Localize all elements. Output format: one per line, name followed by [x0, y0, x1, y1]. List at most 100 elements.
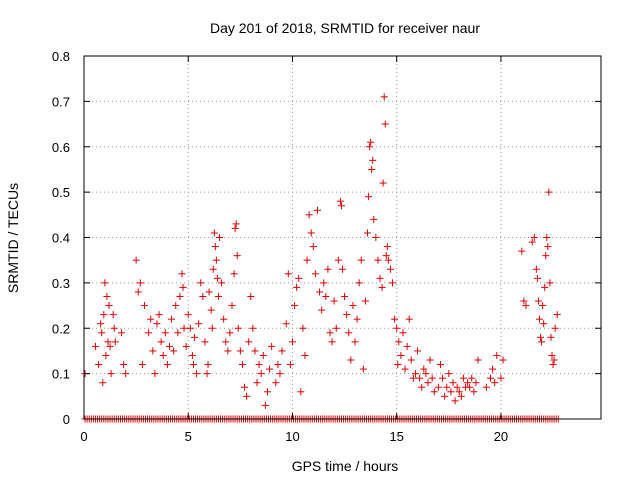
data-point [149, 347, 157, 355]
data-point [307, 229, 315, 237]
data-point [263, 388, 271, 396]
data-point [351, 338, 359, 346]
data-point [379, 179, 387, 187]
data-point [528, 238, 536, 246]
data-point [443, 383, 451, 391]
data-point [374, 256, 382, 264]
data-point [147, 315, 155, 323]
data-point [434, 383, 442, 391]
data-point [199, 292, 207, 300]
data-point [474, 356, 482, 364]
data-point [533, 274, 541, 282]
data-point [118, 329, 126, 337]
data-point [299, 324, 307, 332]
data-point [188, 351, 196, 359]
data-point [407, 356, 415, 364]
data-point [224, 347, 232, 355]
data-point [336, 197, 344, 205]
data-point [226, 329, 234, 337]
data-point [339, 265, 346, 273]
data-point [445, 370, 453, 378]
data-point [216, 234, 224, 241]
data-point [136, 279, 144, 287]
data-point [349, 302, 357, 310]
data-point [228, 302, 236, 310]
data-point [548, 351, 556, 359]
data-point [341, 292, 349, 300]
data-point [482, 383, 490, 391]
data-point [372, 234, 380, 241]
data-point [95, 361, 103, 369]
data-point [208, 324, 216, 332]
data-point [204, 361, 212, 369]
data-point [266, 365, 274, 373]
data-point [518, 247, 526, 255]
data-point [255, 361, 263, 369]
data-point [324, 265, 332, 273]
data-point [100, 311, 108, 319]
data-point [551, 324, 559, 332]
data-point [439, 374, 447, 382]
data-point [159, 351, 167, 359]
data-point [489, 365, 497, 373]
data-point [355, 279, 363, 287]
data-point [210, 229, 218, 237]
x-tick-label: 5 [185, 429, 192, 444]
data-point [232, 220, 240, 228]
data-point [178, 270, 186, 278]
data-point [286, 361, 294, 369]
data-point [120, 361, 128, 369]
data-point [539, 302, 547, 310]
data-point [134, 288, 142, 296]
data-point [101, 279, 109, 287]
data-point [170, 347, 178, 355]
data-point [542, 252, 550, 260]
data-point [222, 338, 230, 346]
data-point [182, 342, 190, 350]
data-point [155, 311, 163, 319]
data-point [274, 361, 282, 369]
data-point [195, 320, 203, 328]
data-point [249, 324, 257, 332]
data-point [411, 370, 419, 378]
data-point [311, 270, 319, 278]
data-point [364, 229, 372, 237]
data-point [316, 288, 324, 296]
y-tick-label: 0.2 [52, 321, 70, 336]
data-point [238, 361, 246, 369]
data-point [553, 311, 561, 319]
data-point [212, 256, 220, 264]
data-point [520, 297, 528, 305]
data-point [320, 279, 328, 287]
data-point [293, 283, 301, 291]
data-point [218, 279, 226, 287]
data-point [102, 351, 110, 359]
data-point [165, 342, 173, 350]
data-point [359, 365, 367, 373]
data-point [193, 370, 201, 378]
y-tick-label: 0.1 [52, 367, 70, 382]
data-point [201, 338, 209, 346]
data-point [145, 329, 153, 337]
data-point [380, 93, 388, 101]
data-point [426, 356, 434, 364]
data-point [394, 361, 402, 369]
data-point [487, 374, 495, 382]
data-point [369, 156, 377, 164]
x-axis-label: GPS time / hours [292, 458, 399, 474]
data-point [414, 347, 422, 355]
data-point [214, 292, 222, 300]
data-point [441, 392, 449, 400]
data-point [393, 324, 401, 332]
x-tick-label: 0 [80, 429, 87, 444]
data-point [464, 379, 472, 387]
data-point [383, 243, 391, 251]
axis-ticks: 0 0.1 0.2 0.3 0.4 0.5 0.6 0.7 0.8 0 5 10 15 20 [52, 49, 601, 444]
data-point [382, 252, 390, 260]
data-point [466, 383, 474, 391]
data-point [231, 224, 239, 232]
data-point [107, 370, 115, 378]
data-point [172, 302, 180, 310]
y-tick-label: 0.3 [52, 276, 70, 291]
data-point [205, 288, 213, 296]
